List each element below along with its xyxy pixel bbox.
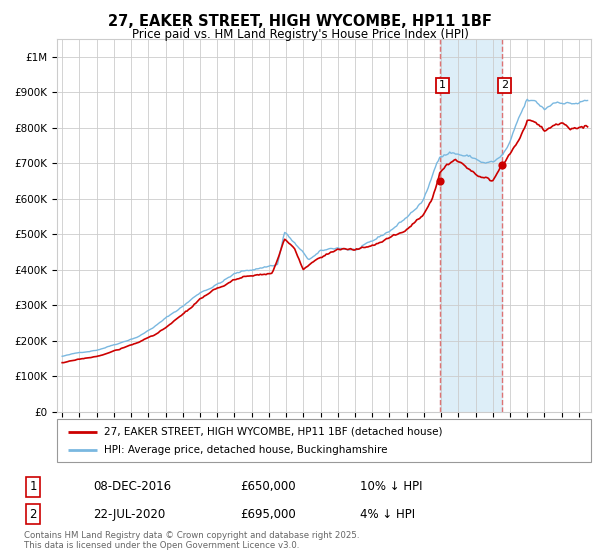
- Point: [435, 176, 445, 185]
- Text: 27, EAKER STREET, HIGH WYCOMBE, HP11 1BF: 27, EAKER STREET, HIGH WYCOMBE, HP11 1BF: [108, 14, 492, 29]
- Text: Price paid vs. HM Land Registry's House Price Index (HPI): Price paid vs. HM Land Registry's House …: [131, 28, 469, 41]
- Text: 1: 1: [29, 480, 37, 493]
- FancyBboxPatch shape: [57, 419, 591, 462]
- Text: 1: 1: [439, 80, 446, 90]
- Text: 2: 2: [501, 80, 508, 90]
- Text: £695,000: £695,000: [240, 507, 296, 521]
- Text: 22-JUL-2020: 22-JUL-2020: [93, 507, 165, 521]
- Text: HPI: Average price, detached house, Buckinghamshire: HPI: Average price, detached house, Buck…: [104, 445, 388, 455]
- Text: 2: 2: [29, 507, 37, 521]
- Text: £650,000: £650,000: [240, 480, 296, 493]
- Text: Contains HM Land Registry data © Crown copyright and database right 2025.
This d: Contains HM Land Registry data © Crown c…: [24, 530, 359, 550]
- Text: 08-DEC-2016: 08-DEC-2016: [93, 480, 171, 493]
- Bar: [440, 39, 502, 412]
- Point: [497, 161, 507, 170]
- Text: 10% ↓ HPI: 10% ↓ HPI: [360, 480, 422, 493]
- Text: 4% ↓ HPI: 4% ↓ HPI: [360, 507, 415, 521]
- Text: 27, EAKER STREET, HIGH WYCOMBE, HP11 1BF (detached house): 27, EAKER STREET, HIGH WYCOMBE, HP11 1BF…: [104, 427, 442, 437]
